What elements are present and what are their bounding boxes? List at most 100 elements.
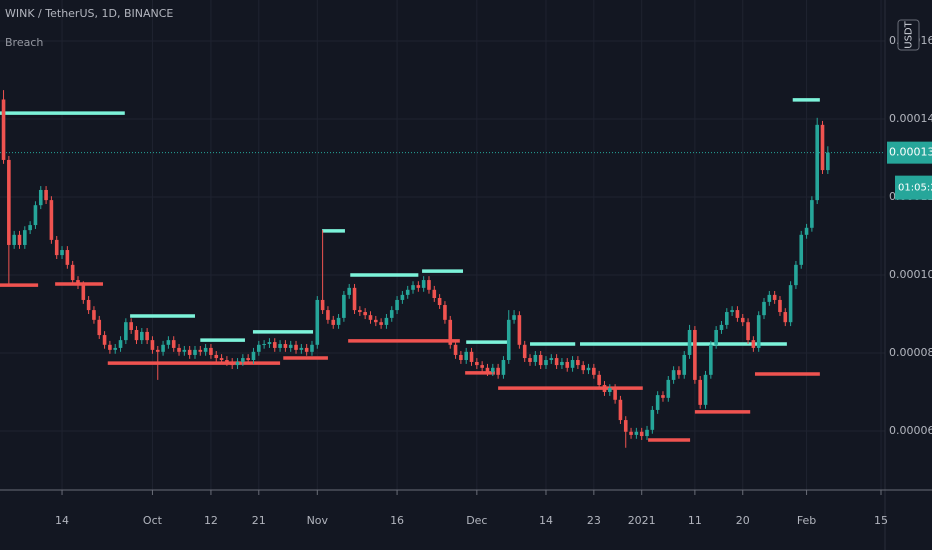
breach-levels	[0, 98, 885, 442]
candle-body	[645, 429, 649, 437]
candle-body	[251, 351, 256, 361]
candle-body	[762, 301, 766, 316]
candle-body	[570, 360, 575, 368]
currency-button[interactable]	[897, 19, 920, 51]
currency-label[interactable]: USDT	[904, 20, 915, 48]
candle-body	[389, 310, 394, 318]
candle-body	[804, 227, 809, 235]
candle-body	[368, 315, 373, 320]
countdown-box	[895, 175, 932, 200]
candle-body	[49, 200, 54, 240]
x-tick-label: 14	[539, 514, 553, 527]
candle-body	[405, 289, 410, 295]
candle-body	[655, 395, 660, 410]
candle-body	[134, 329, 139, 341]
candle-body	[496, 367, 500, 375]
candle-body	[7, 159, 11, 245]
candle-body	[751, 340, 756, 348]
candle-body	[682, 354, 687, 375]
candle-body	[12, 234, 16, 245]
candle-body	[565, 361, 570, 368]
candle-body	[432, 289, 437, 299]
candle-body	[475, 361, 479, 366]
x-tick-label: Feb	[797, 514, 816, 527]
candle-body	[794, 264, 798, 286]
candle-body	[650, 409, 655, 430]
candle-body	[92, 310, 96, 320]
candle-body	[129, 322, 133, 330]
countdown-label: 01:05:20	[898, 183, 932, 194]
candle-body	[299, 347, 304, 350]
candle-body	[639, 431, 644, 437]
grid	[0, 0, 885, 490]
candle-body	[480, 365, 484, 368]
candle-body	[219, 358, 224, 361]
candle-body	[257, 344, 261, 352]
candle-body	[108, 344, 112, 350]
candle-body	[709, 344, 713, 375]
candle-body	[469, 351, 474, 362]
candle-body	[783, 312, 788, 323]
candle-body	[267, 342, 272, 345]
candles	[1, 90, 830, 448]
candle-body	[826, 152, 830, 171]
candle-body	[283, 344, 288, 348]
candle-body	[443, 305, 447, 320]
candle-body	[150, 340, 155, 350]
candle-body	[278, 344, 282, 348]
candle-body	[331, 319, 336, 325]
candle-body	[171, 340, 176, 348]
candle-body	[719, 324, 724, 330]
candle-body	[241, 358, 245, 362]
candle-body	[155, 349, 160, 352]
candle-body	[225, 360, 229, 362]
candle-body	[54, 239, 59, 256]
candle-body	[788, 285, 793, 323]
candle-body	[464, 351, 469, 361]
candle-body	[634, 431, 639, 435]
candle-body	[363, 312, 367, 316]
candle-body	[581, 365, 586, 371]
candle-body	[347, 287, 352, 295]
x-tick-label: 11	[688, 514, 702, 527]
candle-body	[490, 367, 495, 373]
candle-body	[28, 225, 32, 231]
candle-body	[735, 310, 740, 318]
y-tick-label: 0.00006000	[889, 424, 932, 437]
candle-body	[522, 344, 527, 359]
candle-body	[560, 361, 564, 366]
candle-body	[304, 347, 309, 352]
candle-body	[629, 431, 633, 435]
candle-body	[145, 331, 149, 341]
candle-body	[400, 294, 405, 300]
candle-body	[358, 310, 362, 313]
candle-body	[342, 294, 346, 318]
x-tick-label: Nov	[307, 514, 329, 527]
x-tick-label: 14	[55, 514, 69, 527]
chart-title: WINK / TetherUS, 1D, BINANCE	[5, 7, 173, 20]
candle-body	[756, 315, 761, 348]
candle-body	[373, 319, 378, 323]
candle-body	[1, 99, 6, 160]
candle-body	[60, 250, 64, 256]
last-price-box	[887, 141, 932, 164]
candle-body	[724, 312, 729, 325]
candle-body	[113, 347, 118, 350]
x-tick-label: 15	[874, 514, 888, 527]
candle-body	[182, 349, 187, 352]
candle-body	[613, 388, 617, 400]
candle-body	[97, 319, 102, 336]
candle-body	[246, 358, 250, 361]
candle-body	[214, 354, 219, 359]
candle-body	[166, 340, 171, 345]
candle-body	[124, 322, 128, 341]
candle-body	[294, 344, 298, 350]
candle-body	[177, 347, 181, 352]
candle-body	[315, 299, 320, 345]
candle-body	[81, 285, 86, 300]
x-tick-label: Dec	[466, 514, 487, 527]
candle-body	[352, 287, 357, 311]
x-tick-label: 20	[736, 514, 750, 527]
candle-body	[602, 384, 607, 392]
